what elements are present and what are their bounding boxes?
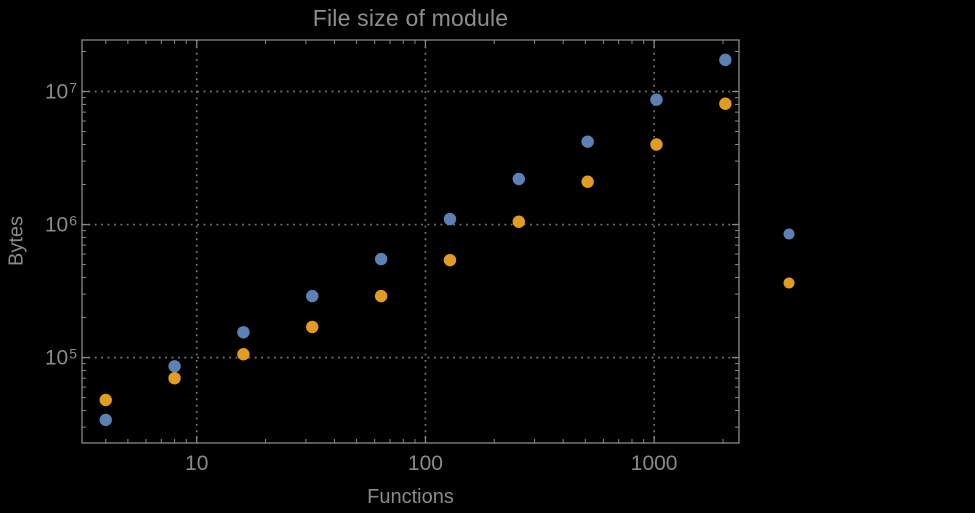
x-tick-label: 100 — [407, 452, 443, 475]
data-point-series-2-x2048 — [719, 97, 732, 110]
data-point-series-2-x256 — [512, 215, 526, 228]
data-point-series-2-x4 — [99, 393, 112, 407]
data-point-series-1-x2048 — [719, 53, 732, 67]
data-point-series-1-x4 — [99, 413, 112, 427]
data-point-series-2-x16 — [237, 348, 250, 361]
y-tick-label: 105 — [44, 345, 77, 370]
data-point-series-1-x512 — [581, 135, 594, 148]
data-point-series-1-x256 — [512, 172, 526, 186]
plot-frame — [81, 39, 740, 444]
data-point-series-1-x1024 — [650, 93, 663, 106]
y-tick-label: 107 — [44, 79, 77, 104]
data-point-series-1-x128 — [443, 212, 457, 226]
legend-marker-series-2 — [783, 277, 795, 289]
data-point-series-2-x32 — [306, 320, 319, 334]
data-point-series-2-x512 — [581, 175, 594, 188]
data-point-series-1-x64 — [374, 252, 388, 266]
data-point-series-1-x16 — [237, 326, 250, 339]
data-point-series-2-x1024 — [650, 138, 663, 151]
data-point-series-2-x128 — [443, 253, 457, 267]
y-tick-label: 106 — [44, 212, 77, 237]
x-tick-label: 10 — [185, 452, 209, 475]
data-point-series-2-x64 — [374, 289, 388, 303]
x-axis-label: Functions — [367, 486, 454, 508]
legend-marker-series-1 — [783, 228, 795, 240]
chart-title: File size of module — [312, 5, 509, 31]
data-point-series-1-x32 — [306, 289, 319, 303]
x-tick-label: 1000 — [630, 452, 678, 475]
data-point-series-1-x8 — [168, 360, 181, 373]
data-point-series-2-x8 — [168, 371, 181, 385]
